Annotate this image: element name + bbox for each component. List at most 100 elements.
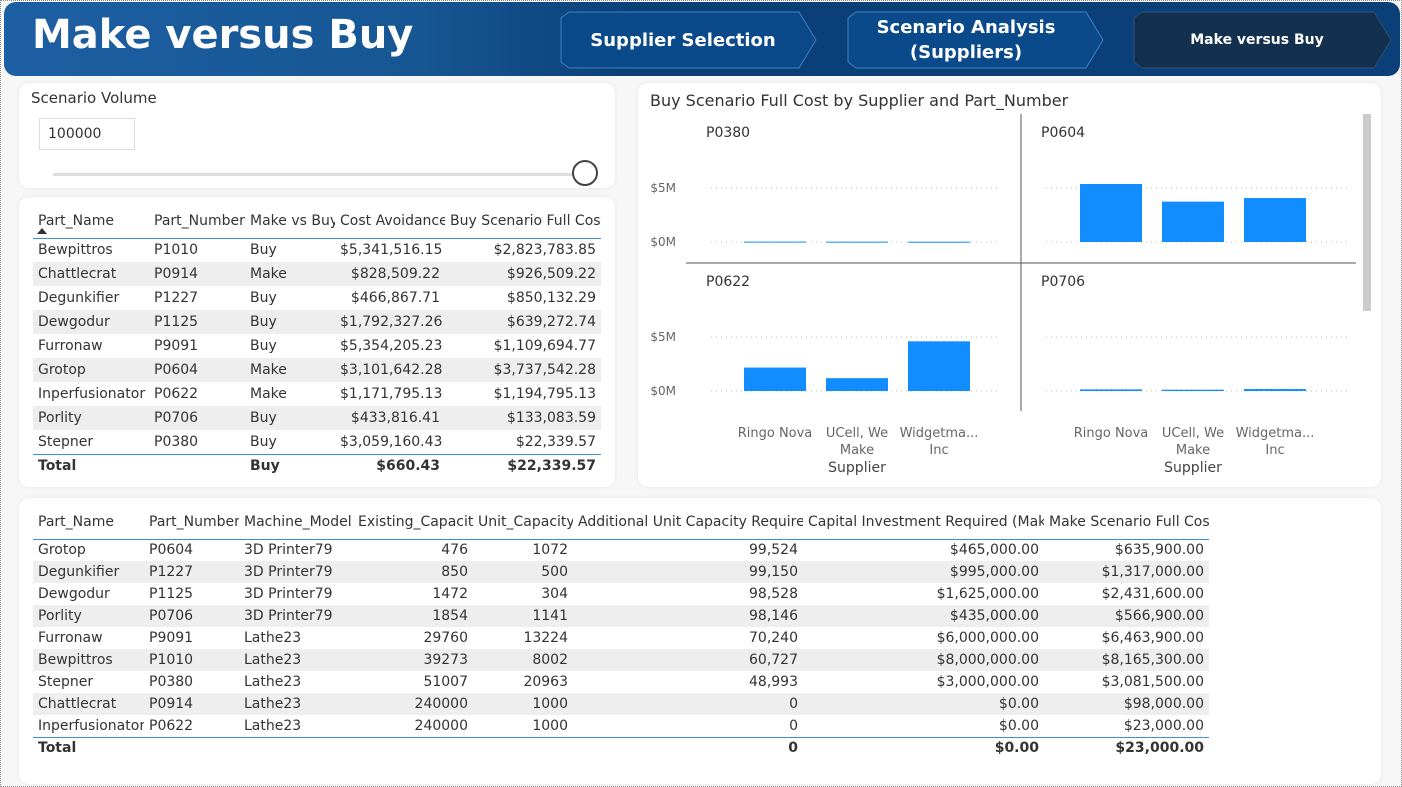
table-cell: $8,000,000.00 bbox=[803, 649, 1044, 671]
table-cell: 48,993 bbox=[749, 674, 798, 690]
scrollbar bbox=[1363, 114, 1371, 311]
table-cell: $22,339.57 bbox=[515, 433, 596, 450]
table-cell: 1000 bbox=[532, 717, 568, 734]
table-row: Furronaw P9091 Buy $5,354,205.23 $1,109,694.… bbox=[33, 334, 601, 358]
table-cell: $23,000.00 bbox=[1123, 717, 1204, 734]
column-header: Part_Name bbox=[33, 506, 144, 540]
page-title: Make versus Buy bbox=[32, 12, 414, 58]
table-cell: 13224 bbox=[523, 630, 568, 646]
nav-label[interactable]: Supplier Selection bbox=[590, 29, 776, 51]
table-row: Bewpittros P1010 Buy $5,341,516.15 $2,823,78… bbox=[33, 238, 601, 262]
y-tick-label: $0M bbox=[650, 384, 676, 398]
table-cell: 70,240 bbox=[749, 630, 798, 646]
table-cell: $3,737,542.28 bbox=[445, 358, 601, 382]
table-cell: 99,524 bbox=[749, 542, 798, 559]
x-axis-label: Supplier bbox=[1164, 460, 1222, 476]
table-row: Porlity P0706 3D Printer79 1854 1141 98,146 $4… bbox=[33, 605, 1209, 627]
table-cell: 98,146 bbox=[573, 605, 803, 627]
table-row: Bewpittros P1010 Lathe23 39273 8002 60,727 $8,… bbox=[33, 649, 1209, 671]
slicer-input[interactable]: 100000 bbox=[39, 118, 135, 150]
table-cell: $1,317,000.00 bbox=[1044, 561, 1209, 583]
table-row: Degunkifier P1227 3D Printer79 850 500 99,150… bbox=[33, 561, 1209, 583]
table-cell: $5,354,205.23 bbox=[340, 338, 443, 354]
x-tick-label: Ringo Nova bbox=[737, 426, 813, 441]
table-cell: $6,000,000.00 bbox=[936, 630, 1039, 646]
total-cell: 0 bbox=[573, 736, 803, 759]
bar bbox=[1162, 201, 1224, 242]
table-row: Inperfusionator P0622 Make $1,171,795.13 $1,… bbox=[33, 382, 601, 406]
header-row: Part_Name Part_Number Make vs Buy Cost Avoi… bbox=[33, 205, 601, 239]
bar bbox=[1080, 389, 1142, 391]
table-cell: Lathe23 bbox=[244, 717, 302, 734]
slicer-label: Scenario Volume bbox=[31, 89, 157, 107]
nav-button[interactable] bbox=[560, 11, 817, 69]
table-cell: Make bbox=[250, 386, 287, 402]
table-cell: 3D Printer79 bbox=[244, 542, 333, 559]
table-cell: $0.00 bbox=[803, 693, 1044, 715]
table-cell: Buy bbox=[250, 290, 277, 306]
sort-arrow bbox=[37, 228, 47, 234]
column-header: Part_Number bbox=[144, 506, 239, 540]
table-cell: P0706 bbox=[144, 605, 239, 627]
bar bbox=[1244, 198, 1306, 242]
y-tick-label: $0M bbox=[650, 235, 676, 249]
total-cell: Buy bbox=[245, 453, 335, 478]
table-cell: Bewpittros bbox=[38, 242, 113, 259]
table-cell: 0 bbox=[573, 693, 803, 715]
table-cell: Buy bbox=[250, 338, 277, 354]
table-cell: Bewpittros bbox=[33, 649, 144, 671]
column-header: Make Scenario Full Cost bbox=[1044, 506, 1209, 540]
total-cell: $0.00 bbox=[803, 736, 1044, 759]
total-cell bbox=[353, 736, 473, 759]
nav-label[interactable]: Scenario Analysis (Suppliers) bbox=[876, 17, 1056, 63]
bar bbox=[1080, 184, 1142, 242]
y-tick-label: $5M bbox=[650, 330, 676, 344]
table-cell: $6,463,900.00 bbox=[1101, 630, 1204, 646]
total-cell bbox=[473, 736, 573, 759]
table-row: Chattlecrat P0914 Lathe23 240000 1000 0 $0.00 $… bbox=[33, 693, 1209, 715]
table-cell: Make bbox=[245, 262, 335, 286]
nav-label[interactable]: Make versus Buy bbox=[1190, 32, 1324, 48]
table-cell: Dewgodur bbox=[33, 310, 149, 334]
table-cell: 3D Printer79 bbox=[239, 561, 353, 583]
table-cell: Lathe23 bbox=[239, 693, 353, 715]
table-cell: P0914 bbox=[149, 262, 245, 286]
table-cell: 304 bbox=[541, 586, 568, 602]
table-cell: $1,625,000.00 bbox=[936, 586, 1039, 602]
table-cell: $1,171,795.13 bbox=[340, 386, 443, 402]
column-header: Buy Scenario Full Cost bbox=[445, 205, 601, 239]
table-cell: Grotop bbox=[33, 358, 149, 382]
table-cell: $1,194,795.13 bbox=[493, 386, 596, 402]
column-header: Part_Name bbox=[33, 205, 149, 239]
table-cell: $1,109,694.77 bbox=[493, 338, 596, 354]
table-cell: $435,000.00 bbox=[803, 605, 1044, 627]
bar bbox=[908, 241, 970, 243]
table-cell: P1125 bbox=[149, 310, 245, 334]
nav-button[interactable] bbox=[1133, 11, 1392, 69]
table-cell: $5,341,516.15 bbox=[340, 242, 443, 259]
total-row: Total Buy $660.43 $22,339.57 bbox=[33, 453, 601, 478]
bar bbox=[826, 378, 888, 391]
table-cell: 0 bbox=[789, 717, 798, 734]
total-cell bbox=[144, 736, 239, 759]
slider-handle[interactable] bbox=[572, 160, 598, 186]
table-cell: Stepner bbox=[38, 433, 94, 450]
table-row: Dewgodur P1125 Buy $1,792,327.26 $639,272.74 bbox=[33, 310, 601, 334]
table-cell: $2,823,783.85 bbox=[493, 242, 596, 259]
x-tick-label: UCell, We Make bbox=[1161, 426, 1225, 458]
nav-button[interactable] bbox=[847, 11, 1104, 69]
table-cell: 1072 bbox=[532, 542, 568, 559]
total-cell: $660.43 bbox=[335, 453, 445, 478]
table-cell: Inperfusionator bbox=[38, 717, 144, 734]
table-cell: Stepner bbox=[38, 674, 94, 690]
table-cell: 1472 bbox=[432, 586, 468, 602]
table-cell: 3D Printer79 bbox=[239, 605, 353, 627]
table-cell: $0.00 bbox=[998, 717, 1039, 734]
table-cell: $828,509.22 bbox=[335, 262, 445, 286]
table-cell: Degunkifier bbox=[38, 290, 120, 306]
table-row: Inperfusionator P0622 Lathe23 240000 1000 0 $0… bbox=[33, 715, 1209, 737]
table-row: Stepner P0380 Lathe23 51007 20963 48,993 $3,00… bbox=[33, 671, 1209, 693]
table-cell: Degunkifier bbox=[33, 561, 144, 583]
chart: Buy Scenario Full Cost by Supplier and P… bbox=[650, 91, 1371, 411]
table-cell: 1141 bbox=[473, 605, 573, 627]
